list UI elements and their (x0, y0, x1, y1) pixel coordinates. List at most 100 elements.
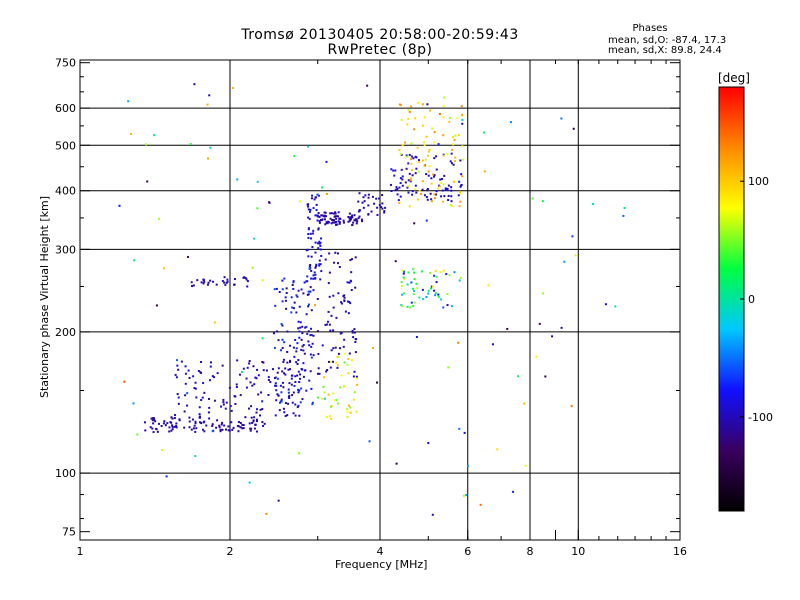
data-point (430, 200, 433, 203)
data-point (162, 422, 165, 425)
data-point (434, 269, 437, 272)
data-point (286, 350, 289, 353)
data-point (423, 194, 426, 197)
data-point (281, 381, 284, 384)
data-point (458, 180, 461, 183)
data-point (202, 279, 205, 282)
data-point (405, 167, 408, 170)
data-point (326, 320, 329, 323)
data-point (219, 428, 222, 431)
data-point (311, 246, 314, 249)
data-point (251, 421, 254, 424)
data-point (307, 208, 310, 211)
data-point (311, 194, 314, 197)
data-point (364, 194, 367, 197)
data-point (318, 263, 321, 266)
data-point (332, 306, 335, 309)
data-point (551, 335, 554, 338)
data-point (443, 96, 446, 99)
data-point (355, 377, 358, 380)
data-point (421, 159, 424, 162)
data-point (425, 173, 428, 176)
data-point (241, 427, 244, 430)
data-point (171, 425, 174, 428)
data-point (592, 202, 595, 205)
data-point (353, 219, 356, 222)
data-point (571, 235, 574, 238)
data-point (354, 341, 357, 344)
data-point (438, 113, 441, 116)
data-point (252, 365, 255, 368)
data-point (153, 418, 156, 421)
data-point (410, 155, 413, 158)
data-point (154, 420, 157, 423)
data-point (339, 386, 342, 389)
data-point (380, 206, 383, 209)
data-point (347, 300, 350, 303)
data-point (282, 358, 285, 361)
data-point (160, 425, 163, 428)
data-point (223, 281, 226, 284)
data-point (199, 421, 202, 424)
data-point (146, 180, 149, 183)
data-point (393, 174, 396, 177)
data-point (390, 190, 393, 193)
data-point (224, 428, 227, 431)
data-point (354, 256, 357, 259)
data-point (201, 396, 204, 399)
data-point (408, 172, 411, 175)
data-point (330, 222, 333, 225)
data-point (123, 380, 126, 383)
data-point (194, 387, 197, 390)
data-point (442, 306, 445, 309)
data-point (343, 352, 346, 355)
data-point (337, 402, 340, 405)
data-point (421, 288, 424, 291)
data-point (262, 424, 265, 427)
y-tick-label: 75 (62, 526, 76, 539)
data-point (194, 381, 197, 384)
data-point (188, 376, 191, 379)
data-point (155, 427, 158, 430)
data-point (327, 221, 330, 224)
data-point (423, 116, 426, 119)
data-point (246, 280, 249, 283)
data-point (281, 370, 284, 373)
data-point (308, 344, 311, 347)
data-point (227, 429, 230, 432)
data-point (223, 424, 226, 427)
data-point (298, 336, 301, 339)
data-point (427, 154, 430, 157)
data-point (293, 301, 296, 304)
data-point (215, 283, 218, 286)
data-point (375, 197, 378, 200)
data-point (395, 186, 398, 189)
data-point (316, 372, 319, 375)
data-point (235, 386, 238, 389)
data-point (335, 215, 338, 218)
data-point (312, 274, 315, 277)
data-point (205, 424, 208, 427)
data-point (415, 335, 418, 338)
data-point (261, 279, 264, 282)
data-point (310, 197, 313, 200)
data-point (156, 430, 159, 433)
data-point (324, 211, 327, 214)
data-point (202, 282, 205, 285)
data-point (276, 371, 279, 374)
data-point (333, 215, 336, 218)
chart-subtitle: RwPretec (8p) (327, 42, 433, 58)
data-point (307, 330, 310, 333)
data-point (170, 416, 173, 419)
data-point (287, 391, 290, 394)
data-point (118, 204, 121, 207)
x-tick-label: 16 (673, 545, 687, 558)
data-point (274, 376, 277, 379)
data-point (252, 420, 255, 423)
data-point (331, 218, 334, 221)
data-point (213, 399, 216, 402)
data-point (192, 427, 195, 430)
data-point (261, 360, 264, 363)
data-point (276, 377, 279, 380)
data-point (223, 276, 226, 279)
